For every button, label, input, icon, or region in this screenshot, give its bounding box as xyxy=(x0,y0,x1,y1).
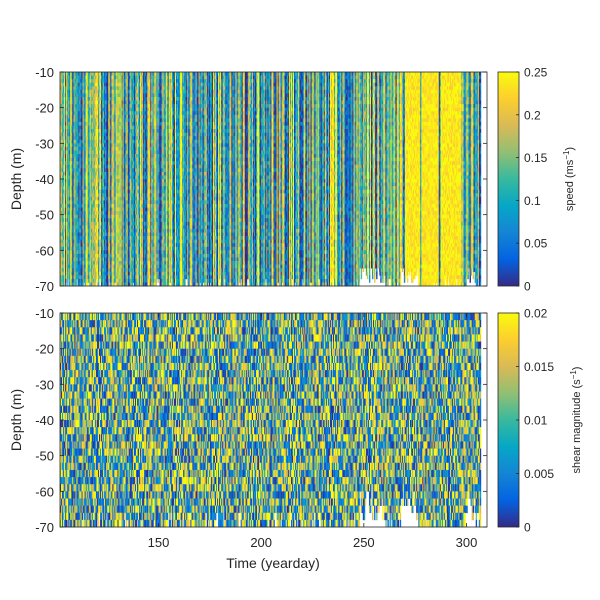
speed-panel: -10-20-30-40-50-60-70 Depth (m) 00.050.1… xyxy=(8,65,576,294)
heatmap-cell xyxy=(67,279,68,283)
heatmap-cell xyxy=(95,279,96,283)
speed-heatmap xyxy=(60,72,481,286)
heatmap-cell xyxy=(75,279,76,283)
heatmap-cell xyxy=(65,279,66,283)
heatmap-cell xyxy=(98,279,99,283)
heatmap-cell xyxy=(107,279,108,283)
